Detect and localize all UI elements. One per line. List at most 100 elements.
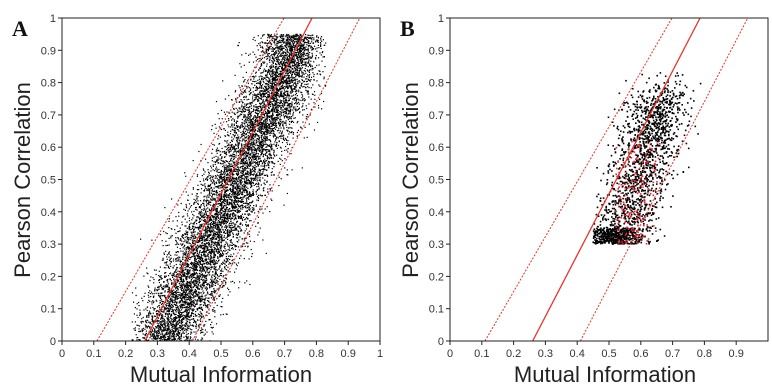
panel-a-point	[202, 270, 204, 272]
panel-a-point	[258, 58, 260, 60]
panel-a-point	[255, 183, 257, 185]
panel-a-point	[164, 262, 166, 264]
panel-a-point	[278, 63, 280, 65]
panel-a-point	[257, 79, 259, 81]
panel-a-point	[210, 183, 212, 185]
panel-a-point	[219, 253, 222, 255]
panel-a-point	[207, 239, 209, 241]
panel-a-point	[279, 125, 281, 127]
panel-a-point	[252, 174, 254, 176]
panel-a-point	[224, 268, 226, 270]
panel-a-point	[211, 125, 213, 127]
panel-a-point	[183, 332, 185, 334]
panel-a-point	[226, 149, 228, 151]
panel-a-point	[273, 105, 275, 107]
panel-a-point	[273, 83, 275, 85]
panel-a-point	[244, 119, 247, 121]
panel-a-point	[285, 107, 287, 109]
panel-a-point	[294, 87, 296, 89]
panel-a-point	[202, 202, 204, 205]
panel-a-point	[147, 319, 149, 321]
panel-a-point	[246, 225, 248, 227]
panel-a-point	[254, 97, 256, 99]
panel-a-point	[253, 151, 255, 153]
panel-a-point	[152, 330, 154, 333]
panel-a-point	[263, 57, 265, 59]
panel-a-point	[251, 174, 253, 176]
panel-a-point	[239, 189, 241, 191]
panel-a-point	[260, 136, 262, 138]
panel-a-point	[175, 269, 177, 271]
panel-a-point	[243, 149, 246, 151]
panel-a-point	[211, 266, 213, 268]
panel-a-point	[194, 255, 196, 257]
panel-a-point	[274, 102, 276, 104]
panel-a-point	[228, 184, 230, 186]
panel-a-point	[139, 309, 141, 311]
panel-a-point	[220, 178, 222, 180]
panel-a-point	[230, 241, 232, 243]
panel-a-point	[249, 130, 251, 132]
panel-a-point	[297, 61, 299, 63]
panel-a-point	[137, 324, 139, 327]
panel-a-point	[138, 328, 140, 330]
panel-a-point	[233, 201, 236, 203]
panel-a-point	[296, 78, 298, 80]
panel-a-point	[157, 288, 159, 291]
panel-a-point	[258, 97, 260, 100]
panel-a-point	[259, 208, 261, 210]
panel-a-point	[290, 118, 292, 120]
panel-a-point	[272, 62, 274, 65]
panel-a-point	[148, 312, 150, 314]
panel-a-plot-area	[96, 18, 361, 341]
panel-a-point	[232, 147, 234, 149]
panel-a-point	[203, 263, 206, 265]
panel-a-point	[271, 97, 273, 99]
panel-a-point	[220, 250, 222, 252]
panel-a-point	[292, 111, 295, 113]
panel-a-point	[189, 299, 191, 301]
panel-a-point	[312, 72, 314, 74]
panel-a-point	[238, 162, 240, 164]
panel-a-point	[217, 187, 219, 189]
panel-a-point	[182, 258, 184, 260]
panel-a-point	[279, 113, 281, 115]
panel-a-point	[286, 94, 288, 96]
panel-a-point	[242, 91, 244, 93]
panel-a-point	[281, 121, 283, 123]
panel-a-point	[182, 243, 184, 245]
panel-a-point	[242, 139, 244, 141]
panel-a-point	[255, 106, 257, 108]
panel-a-point	[180, 334, 182, 336]
panel-a-point	[250, 101, 252, 104]
panel-a-point	[255, 204, 257, 206]
panel-a-point	[290, 67, 292, 69]
panel-a-point	[252, 143, 255, 145]
panel-a-point	[194, 325, 197, 327]
panel-a-point	[313, 79, 315, 81]
panel-a-point	[179, 267, 181, 269]
panel-a-point	[311, 67, 313, 69]
panel-a-point	[295, 52, 298, 54]
panel-a-point	[283, 127, 285, 129]
panel-a-point	[262, 113, 264, 116]
panel-a-point	[258, 140, 260, 142]
panel-a-point	[211, 277, 213, 279]
panel-a-point	[201, 338, 204, 340]
panel-a-point	[276, 98, 278, 100]
panel-a-point	[242, 172, 244, 174]
panel-a-point	[175, 240, 177, 242]
panel-a-point	[295, 33, 297, 35]
panel-a-point	[292, 35, 294, 38]
panel-a-point	[175, 244, 177, 246]
panel-a-point	[201, 294, 203, 296]
panel-a-point	[246, 161, 248, 163]
panel-a-point	[276, 87, 278, 89]
panel-a-point	[236, 112, 238, 114]
panel-a-point	[187, 327, 189, 329]
panel-a-point	[319, 52, 321, 54]
panel-a-point	[230, 148, 232, 150]
panel-a-point	[213, 258, 215, 260]
panel-a-point	[169, 298, 171, 300]
panel-a-point	[254, 179, 256, 181]
